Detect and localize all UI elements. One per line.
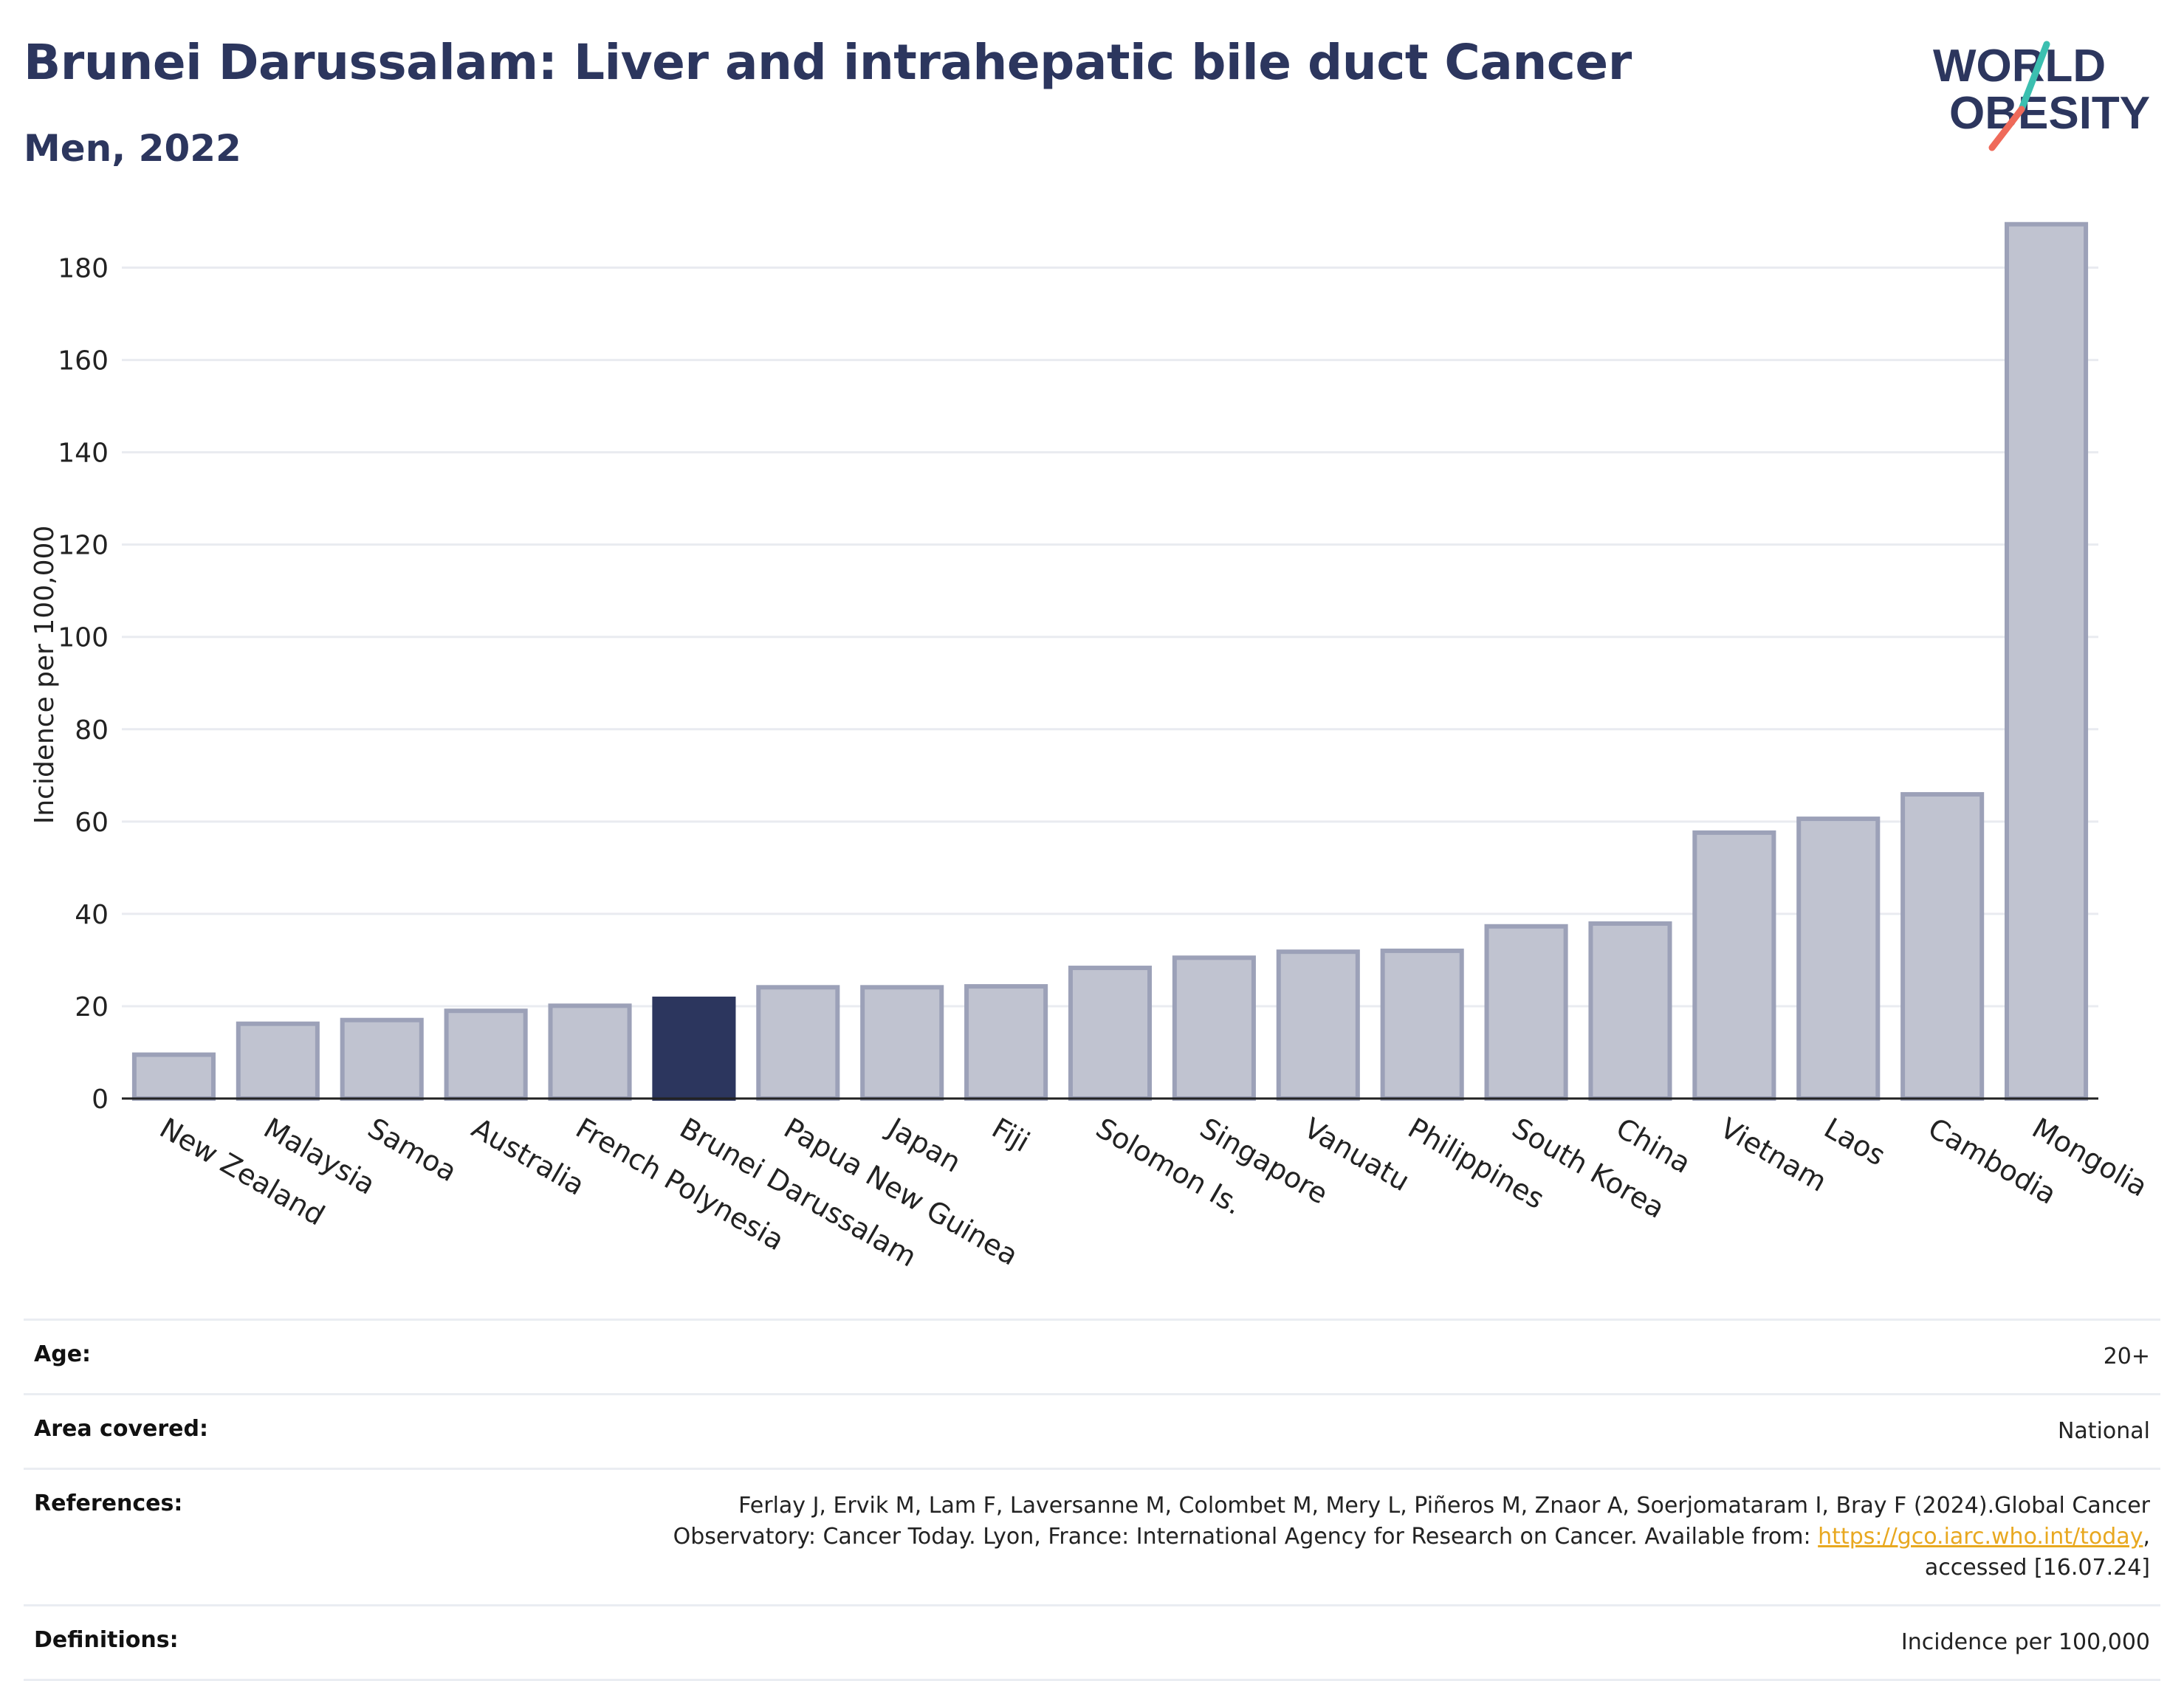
meta-row-area: Area covered: National [24,1393,2160,1468]
chart-subtitle: Men, 2022 [24,127,241,170]
gridlines [122,267,2098,1008]
bars [131,221,2089,1101]
x-tick-label: Laos [1819,1112,1891,1172]
bar [444,1008,528,1101]
bar [1796,817,1881,1101]
bar [1276,949,1360,1101]
area-label: Area covered: [34,1416,208,1442]
bar [1692,830,1776,1101]
bar [756,985,840,1101]
logo-text-line2: OBESITY [1949,88,2150,139]
bar [860,985,944,1101]
bar-highlight [652,996,736,1101]
y-tick-label: 40 [75,900,109,930]
definitions-value: Incidence per 100,000 [1900,1629,2150,1655]
y-axis-ticks: 0 20 40 60 80 100 120 140 160 180 [58,254,109,1115]
world-obesity-logo: WORLD OBESITY [1933,41,2150,151]
x-tick-label: Fiji [986,1112,1035,1158]
bar [236,1021,320,1101]
references-value: Ferlay J, Ervik M, Lam F, Laversanne M, … [600,1491,2150,1584]
references-text: Ferlay J, Ervik M, Lam F, Laversanne M, … [673,1493,2150,1550]
bar [964,984,1048,1101]
meta-row-references: References: Ferlay J, Ervik M, Lam F, La… [24,1468,2160,1604]
logo-slash-top [2018,41,2050,113]
y-tick-label: 0 [92,1084,109,1115]
age-label: Age: [34,1341,92,1367]
y-tick-label: 80 [75,715,109,746]
y-tick-label: 180 [58,254,109,284]
area-value: National [2057,1418,2150,1444]
y-tick-label: 60 [75,808,109,838]
x-tick-label: Australia [467,1112,591,1202]
y-tick-label: 120 [58,531,109,561]
bar [1380,948,1464,1101]
bar [1172,955,1256,1101]
bar [1068,966,1153,1101]
logo-text-line1: WORLD [1933,41,2106,92]
bar [1588,921,1672,1101]
y-tick-label: 160 [58,346,109,377]
y-tick-label: 100 [58,623,109,653]
meta-row-definitions: Definitions: Incidence per 100,000 [24,1604,2160,1681]
bar [340,1017,424,1101]
bar-chart: 0 20 40 60 80 100 120 140 160 180 New ZealandMala… [30,221,2153,1273]
bar [1484,924,1568,1101]
age-value: 20+ [2103,1344,2150,1369]
bar [2005,221,2089,1101]
bar [131,1052,216,1101]
y-tick-label: 20 [75,992,109,1022]
references-link[interactable]: https://gco.iarc.who.int/today [1818,1524,2143,1550]
chart-title: Brunei Darussalam: Liver and intrahepati… [24,34,1632,91]
logo-slash-bottom [1988,106,2025,151]
bar [548,1003,632,1101]
y-tick-label: 140 [58,439,109,469]
references-accessed: , accessed [16.07.24] [1924,1524,2150,1581]
references-label: References: [34,1491,183,1516]
meta-row-age: Age: 20+ [24,1319,2160,1393]
x-tick-label: Vietnam [1714,1112,1832,1198]
bar [1900,791,1985,1101]
y-axis-label: Incidence per 100,000 [30,526,60,825]
metadata-table: Age: 20+ Area covered: National Referenc… [24,1319,2160,1681]
definitions-label: Definitions: [34,1627,179,1653]
